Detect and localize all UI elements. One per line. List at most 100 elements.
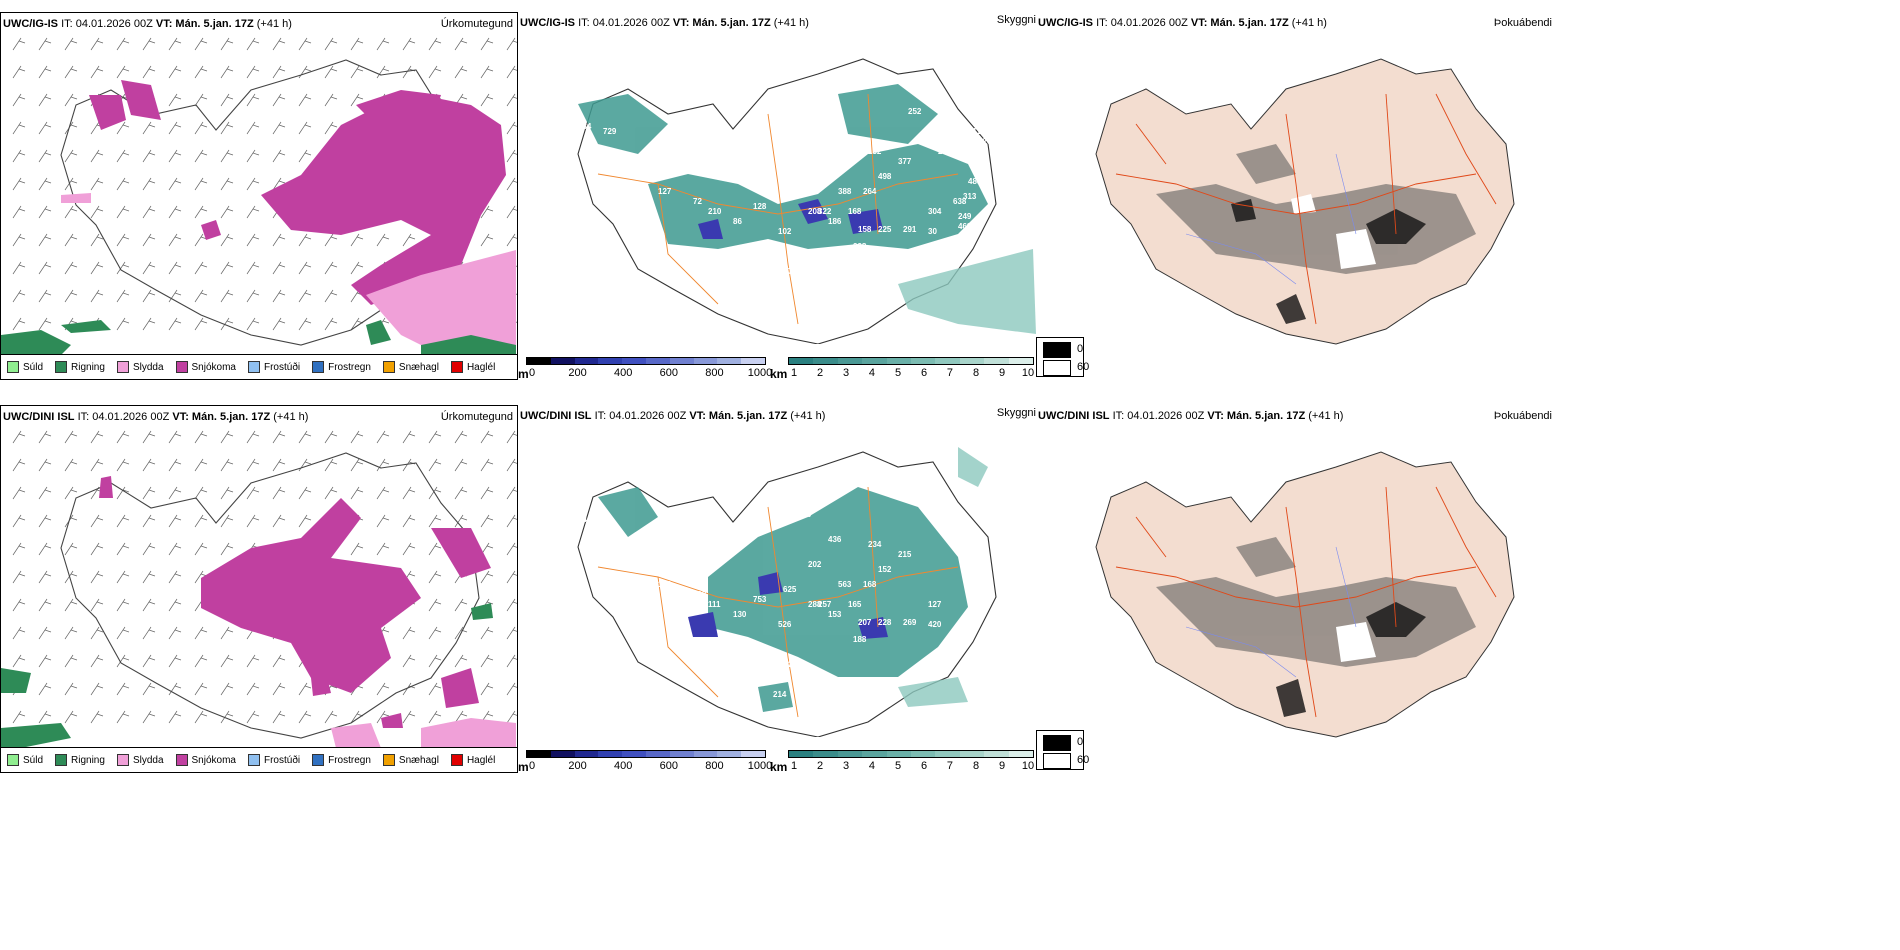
wind-barb [324, 93, 338, 107]
wind-barb [12, 177, 26, 191]
wind-barb [376, 37, 390, 51]
wind-barb [168, 121, 182, 135]
cloud-base-label: 257 [818, 600, 832, 609]
wind-barb [38, 177, 52, 191]
cloud-base-label: 269 [903, 618, 917, 627]
wind-barb [350, 430, 364, 444]
wind-barb [402, 514, 416, 528]
legend-item-0: Súld [7, 754, 43, 766]
height_bar-tick: 600 [659, 760, 678, 772]
wind-barb [480, 514, 494, 528]
wind-barb [64, 682, 78, 696]
cloud-base-label: 752 [768, 317, 782, 326]
cloud-base-label: 729 [603, 127, 617, 136]
km_bar-tick: 5 [894, 760, 902, 772]
legend-swatch [382, 361, 395, 373]
panel-title: UWC/IG-IS IT: 04.01.2026 00Z VT: Mán. 5.… [3, 18, 292, 30]
wind-barb [90, 654, 104, 668]
wind-barb [246, 261, 260, 275]
wind-barb [90, 205, 104, 219]
wind-barb [168, 570, 182, 584]
cloud-base-label: 210 [708, 207, 722, 216]
wind-barb [324, 289, 338, 303]
wind-barb [142, 177, 156, 191]
wind-barb [116, 486, 130, 500]
legend-swatch [116, 361, 129, 373]
wind-barb [38, 514, 52, 528]
wind-barb [168, 626, 182, 640]
wind-barb [402, 233, 416, 247]
legend-item-2: Slydda [116, 754, 164, 766]
legend-swatch [55, 361, 68, 373]
roads [597, 93, 959, 325]
cloud-base-label: 220 [978, 137, 992, 146]
wind-barb [168, 65, 182, 79]
wind-barb [38, 289, 52, 303]
cloud-base-label: 128 [753, 202, 767, 211]
cloud-base-label: 221 [788, 660, 802, 669]
wind-barb [116, 317, 130, 331]
legend-item-4: Frostúði [247, 361, 300, 373]
wind-barb [64, 261, 78, 275]
wind-barb [194, 654, 208, 668]
fog-map [1095, 451, 1515, 738]
height_bar-tick: 800 [705, 760, 724, 772]
wind-barb [506, 149, 517, 163]
wind-barb [506, 570, 517, 584]
wind-barb [324, 458, 338, 472]
wind-barb [402, 710, 416, 724]
cloud-base-label: 288 [808, 600, 822, 609]
km_bar-tick: 4 [868, 760, 876, 772]
wind-barb [12, 261, 26, 275]
wind-barb [428, 458, 442, 472]
wind-barb [298, 710, 312, 724]
wind-barb [376, 710, 390, 724]
legend-label: Rigning [71, 361, 105, 373]
wind-barb [246, 149, 260, 163]
legend-swatch [382, 754, 395, 766]
height_bar-tick: 400 [614, 760, 633, 772]
wind-barb [142, 37, 156, 51]
wind-barb [168, 261, 182, 275]
wind-barb [64, 710, 78, 724]
wind-barb [506, 598, 517, 612]
legend-swatch [450, 754, 463, 766]
wind-barb [194, 149, 208, 163]
precip-legend: Súld Rigning Slydda Snjókoma Frostúði Frostre… [1, 747, 517, 772]
wind-barb [12, 205, 26, 219]
wind-barb [376, 486, 390, 500]
wind-barb [350, 65, 364, 79]
cloud-base-label: 214 [773, 690, 787, 699]
km_bar-tick: 9 [998, 367, 1006, 379]
wind-barb [168, 93, 182, 107]
wind-barb [324, 37, 338, 51]
wind-barb [246, 65, 260, 79]
cloud-base-label: 234 [868, 540, 882, 549]
wind-barb [506, 458, 517, 472]
wind-barb [142, 458, 156, 472]
cloud-base-label: 676 [898, 327, 912, 336]
wind-barb [64, 37, 78, 51]
wind-barb [90, 37, 104, 51]
cloud-base-label: 72 [693, 197, 702, 206]
sleet-areas [61, 193, 516, 355]
height_bar-tick: 200 [568, 760, 587, 772]
wind-barb [454, 486, 468, 500]
wind-barb [142, 710, 156, 724]
legend-swatch [175, 754, 188, 766]
cloud-base-label: 485 [968, 177, 982, 186]
legend-label: Haglél [466, 361, 496, 373]
wind-barb [142, 121, 156, 135]
cloud-base-label: 130 [733, 610, 747, 619]
wind-barb [506, 37, 517, 51]
wind-barb [12, 121, 26, 135]
wind-barb [428, 654, 442, 668]
wind-barb [38, 233, 52, 247]
cloud-panel-bottom: UWC/DINI ISL IT: 04.01.2026 00Z VT: Mán.… [518, 405, 1038, 773]
cloud-base-label: 127 [658, 187, 672, 196]
cloud-base-label: 207 [858, 618, 872, 627]
wind-barb [194, 177, 208, 191]
snow-areas [99, 476, 491, 728]
precip-map [1, 430, 517, 748]
cloud-base-label: 638 [953, 197, 967, 206]
